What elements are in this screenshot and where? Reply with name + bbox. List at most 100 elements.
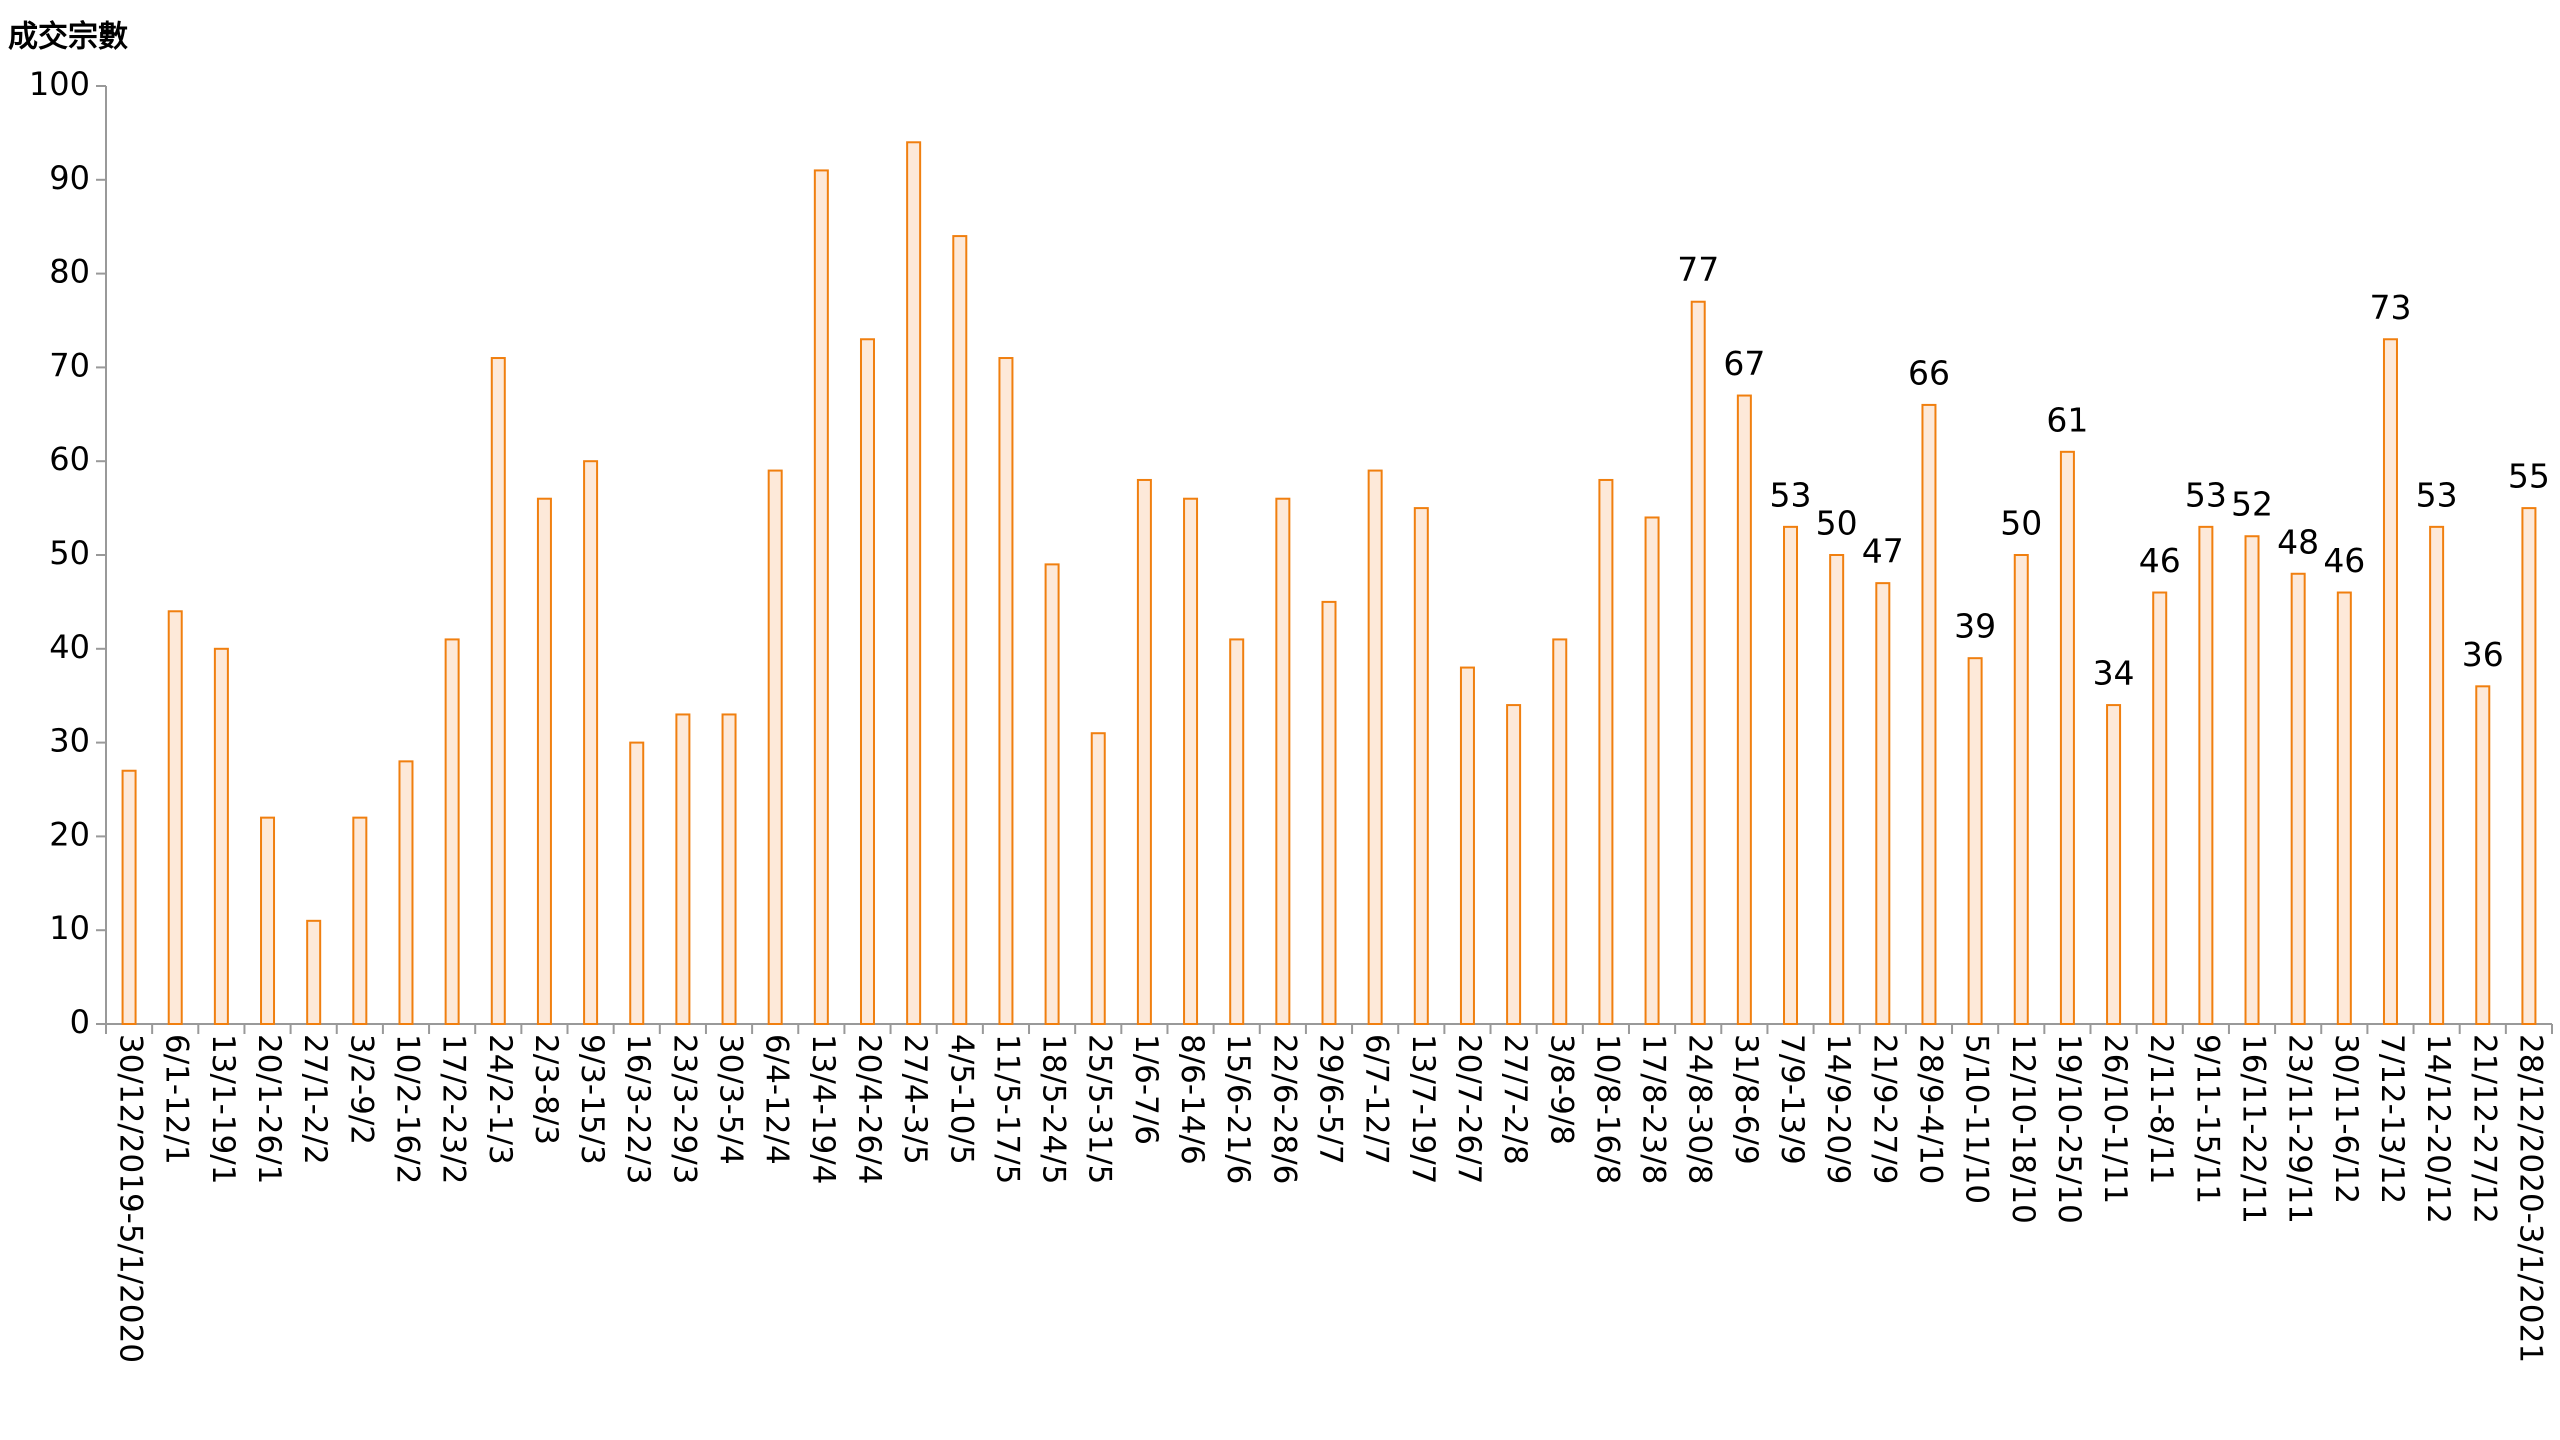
bar	[1506, 704, 1522, 1026]
bar	[1229, 638, 1245, 1025]
data-label: 66	[1908, 353, 1950, 392]
bar	[1875, 582, 1891, 1025]
x-tick-label: 1/6-7/6	[1128, 1034, 1164, 1145]
x-tick-label: 27/4-3/5	[897, 1034, 933, 1165]
bar	[536, 497, 552, 1026]
bar	[1459, 666, 1475, 1025]
x-tick-label: 14/9-20/9	[1820, 1034, 1856, 1184]
bar	[1090, 732, 1106, 1025]
x-tick-label: 2/11-8/11	[2143, 1034, 2179, 1184]
x-tick-label: 28/9-4/10	[1912, 1034, 1948, 1184]
y-tick-label: 10	[49, 909, 90, 947]
bar	[167, 610, 183, 1026]
y-tick-label: 40	[49, 628, 90, 666]
x-tick-label: 27/7-2/8	[1497, 1034, 1533, 1165]
data-label: 50	[1816, 504, 1858, 543]
x-tick-label: 9/3-15/3	[574, 1034, 610, 1165]
x-tick-label: 2/3-8/3	[528, 1034, 564, 1145]
bar	[1044, 563, 1060, 1025]
bar	[352, 816, 368, 1026]
x-tick-label: 30/11-6/12	[2328, 1034, 2364, 1204]
x-tick-label: 17/8-23/8	[1636, 1034, 1672, 1184]
bar	[121, 769, 137, 1025]
bar	[2475, 685, 2491, 1025]
bar	[1644, 516, 1660, 1025]
x-tick-label: 13/4-19/4	[805, 1034, 841, 1184]
bar	[1967, 657, 1983, 1025]
bar	[2521, 507, 2537, 1026]
bar	[629, 741, 645, 1025]
bar	[398, 760, 414, 1025]
x-tick-label: 10/2-16/2	[389, 1034, 425, 1184]
bar	[906, 141, 922, 1025]
x-tick-label: 24/8-30/8	[1682, 1034, 1718, 1184]
x-tick-label: 21/12-27/12	[2466, 1034, 2502, 1224]
bar	[1321, 600, 1337, 1026]
bar	[952, 235, 968, 1025]
bar	[2152, 591, 2168, 1026]
x-tick-label: 31/8-6/9	[1728, 1034, 1764, 1165]
data-label: 55	[2508, 457, 2550, 496]
x-tick-label: 29/6-5/7	[1313, 1034, 1349, 1165]
bar	[2336, 591, 2352, 1026]
x-tick-label: 7/12-13/12	[2374, 1034, 2410, 1204]
bar	[2290, 572, 2306, 1025]
x-tick-label: 24/2-1/3	[482, 1034, 518, 1165]
bar	[1829, 554, 1845, 1025]
x-tick-label: 18/5-24/5	[1036, 1034, 1072, 1184]
bar	[767, 469, 783, 1025]
y-tick-label: 80	[49, 253, 90, 291]
bar	[2013, 554, 2029, 1025]
bar	[1413, 507, 1429, 1026]
y-tick-label: 20	[49, 815, 90, 853]
x-tick-label: 23/3-29/3	[666, 1034, 702, 1184]
bar	[998, 357, 1014, 1025]
data-label: 67	[1723, 344, 1765, 383]
x-tick-label: 3/8-9/8	[1543, 1034, 1579, 1145]
y-tick-label: 70	[49, 346, 90, 384]
data-label: 52	[2231, 485, 2273, 524]
bar	[675, 713, 691, 1026]
x-tick-label: 30/12/2019-5/1/2020	[113, 1034, 149, 1363]
x-tick-label: 14/12-20/12	[2420, 1034, 2456, 1224]
x-tick-label: 26/10-1/11	[2097, 1034, 2133, 1204]
bar	[1598, 478, 1614, 1025]
x-tick-label: 20/1-26/1	[251, 1034, 287, 1184]
bar	[1783, 525, 1799, 1025]
data-label: 36	[2462, 635, 2504, 674]
x-tick-label: 9/11-15/11	[2189, 1034, 2225, 1204]
x-tick-label: 22/6-28/6	[1266, 1034, 1302, 1184]
bar	[1690, 300, 1706, 1025]
bar	[583, 460, 599, 1025]
bar	[444, 638, 460, 1025]
bar	[2429, 525, 2445, 1025]
x-tick-label: 12/10-18/10	[2005, 1034, 2041, 1224]
bar	[813, 169, 829, 1026]
x-tick-label: 8/6-14/6	[1174, 1034, 1210, 1165]
x-tick-label: 17/2-23/2	[436, 1034, 472, 1184]
data-label: 39	[1954, 607, 1996, 646]
data-label: 53	[2185, 475, 2227, 514]
data-label: 47	[1862, 532, 1904, 571]
x-tick-label: 6/7-12/7	[1359, 1034, 1395, 1165]
y-tick-label: 0	[70, 1003, 90, 1041]
bar	[2198, 525, 2214, 1025]
data-label: 34	[2093, 654, 2135, 693]
x-tick-label: 16/3-22/3	[620, 1034, 656, 1184]
x-tick-label: 20/4-26/4	[851, 1034, 887, 1184]
y-tick-label: 60	[49, 440, 90, 478]
data-label: 77	[1677, 250, 1719, 289]
y-tick-label: 30	[49, 722, 90, 760]
y-tick-label: 100	[29, 65, 90, 103]
data-label: 50	[2000, 504, 2042, 543]
x-tick-label: 5/10-11/10	[1959, 1034, 1995, 1204]
x-tick-label: 13/1-19/1	[205, 1034, 241, 1184]
bar	[1136, 478, 1152, 1025]
bar	[213, 647, 229, 1025]
data-label: 61	[2046, 400, 2088, 439]
x-tick-label: 30/3-5/4	[713, 1034, 749, 1165]
data-label: 46	[2139, 541, 2181, 580]
bar	[721, 713, 737, 1026]
x-tick-label: 15/6-21/6	[1220, 1034, 1256, 1184]
